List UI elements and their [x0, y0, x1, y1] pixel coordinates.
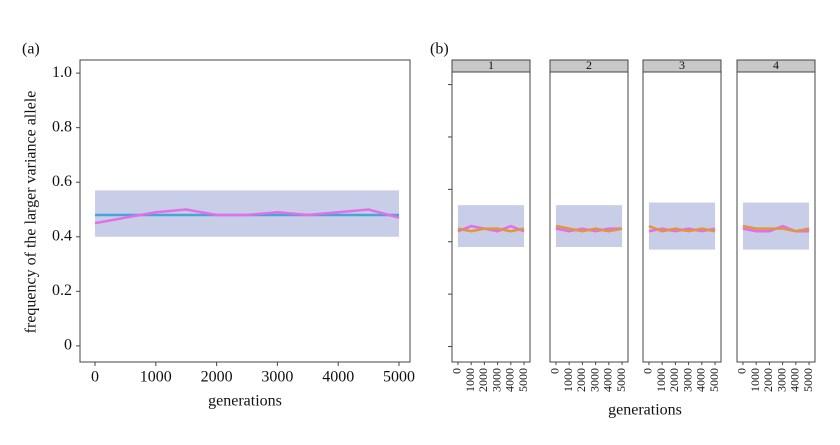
panel-label: (a) — [22, 41, 40, 58]
x-tick-label: 1000 — [140, 369, 172, 386]
x-tick-label: 3000 — [587, 368, 601, 392]
data-band — [555, 205, 623, 247]
x-tick-label: 1000 — [561, 368, 575, 392]
data-band — [457, 205, 525, 247]
y-tick-label: 0.4 — [52, 227, 72, 244]
x-tick-label: 3000 — [680, 368, 694, 392]
x-tick-label: 2000 — [201, 369, 233, 386]
x-tick-label: 1000 — [748, 368, 762, 392]
y-axis-label: frequency of the larger variance allele — [23, 91, 40, 334]
x-tick-label: 0 — [450, 368, 464, 374]
x-tick-label: 4000 — [322, 369, 354, 386]
strip-label: 3 — [679, 58, 685, 72]
x-tick-label: 5000 — [383, 369, 415, 386]
x-tick-label: 4000 — [788, 368, 802, 392]
strip-label: 4 — [773, 58, 779, 72]
x-tick-label: 0 — [91, 369, 99, 386]
y-tick-label: 0.2 — [52, 282, 72, 299]
x-tick-label: 0 — [548, 368, 562, 374]
data-band — [742, 202, 810, 250]
x-axis-label: generations — [208, 393, 282, 410]
data-band — [648, 202, 716, 250]
smooth-line — [94, 208, 400, 225]
x-tick-label: 3000 — [489, 368, 503, 392]
x-tick-label: 0 — [735, 368, 749, 374]
strip-label: 2 — [586, 58, 592, 72]
x-tick-label: 2000 — [761, 368, 775, 392]
x-tick-label: 4000 — [601, 368, 615, 392]
x-tick-label: 5000 — [801, 368, 815, 392]
smooth-line — [457, 227, 525, 233]
x-tick-label: 5000 — [516, 368, 530, 392]
x-tick-label: 1000 — [654, 368, 668, 392]
x-tick-label: 2000 — [476, 368, 490, 392]
smooth-line — [742, 224, 810, 233]
x-tick-label: 3000 — [774, 368, 788, 392]
smooth-line — [648, 224, 716, 233]
smooth-line — [555, 224, 623, 233]
y-tick-label: 0.6 — [52, 173, 72, 190]
strip-label: 1 — [488, 58, 494, 72]
x-tick-label: 4000 — [503, 368, 517, 392]
x-tick-label: 1000 — [463, 368, 477, 392]
x-tick-label: 5000 — [614, 368, 628, 392]
x-tick-label: 0 — [641, 368, 655, 374]
x-tick-label: 3000 — [261, 369, 293, 386]
y-tick-label: 1.0 — [52, 64, 72, 81]
x-tick-label: 2000 — [574, 368, 588, 392]
x-axis-label: generations — [608, 402, 682, 419]
smooth-line — [457, 224, 525, 233]
data-band — [95, 190, 399, 237]
x-tick-label: 2000 — [667, 368, 681, 392]
y-tick-label: 0.8 — [52, 118, 72, 135]
panel-label: (b) — [430, 41, 449, 58]
x-tick-label: 5000 — [707, 368, 721, 392]
y-tick-label: 0 — [64, 337, 72, 354]
x-tick-label: 4000 — [694, 368, 708, 392]
